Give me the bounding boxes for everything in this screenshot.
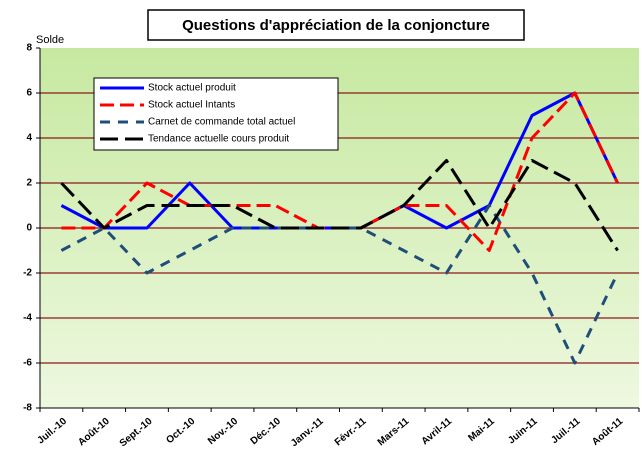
legend-label: Stock actuel Intants	[148, 100, 235, 111]
y-tick-label: -4	[23, 313, 32, 324]
x-tick-label: Janv.-11	[289, 416, 326, 450]
y-tick-label: 4	[26, 133, 32, 144]
legend-label: Tendance actuelle cours produit	[148, 134, 289, 145]
x-tick-label: Juil.-10	[36, 416, 70, 447]
y-tick-label: 0	[26, 223, 32, 234]
x-tick-label: Mars-11	[376, 416, 412, 449]
x-tick-label: Juil.-11	[549, 416, 582, 447]
title-box	[147, 9, 525, 41]
x-tick-label: Août-11	[590, 416, 625, 448]
x-tick-label: Août-10	[76, 416, 112, 449]
y-tick-label: 8	[26, 43, 32, 54]
y-tick-label: 6	[26, 88, 32, 99]
chart-title: Questions d'appréciation de la conjonctu…	[182, 17, 490, 34]
y-tick-label: -8	[23, 403, 32, 414]
x-tick-label: Oct.-10	[164, 416, 197, 446]
series-line	[60, 159, 619, 252]
y-axis-label: Solde	[36, 34, 64, 46]
x-tick-label: Déc.-10	[249, 416, 284, 448]
y-tick-label: -6	[23, 358, 32, 369]
y-tick-label: -2	[23, 268, 32, 279]
y-tick-label: 2	[26, 178, 32, 189]
legend-label: Carnet de commande total actuel	[148, 117, 295, 128]
x-tick-label: Juin-11	[506, 416, 540, 447]
x-tick-label: Nov.-10	[206, 416, 241, 447]
legend-label: Stock actuel produit	[148, 83, 236, 94]
x-tick-label: Mai-11	[466, 416, 497, 444]
x-tick-label: Févr.-11	[333, 416, 369, 449]
x-tick-label: Avril-11	[420, 416, 455, 448]
x-tick-label: Sept.-10	[118, 416, 155, 450]
